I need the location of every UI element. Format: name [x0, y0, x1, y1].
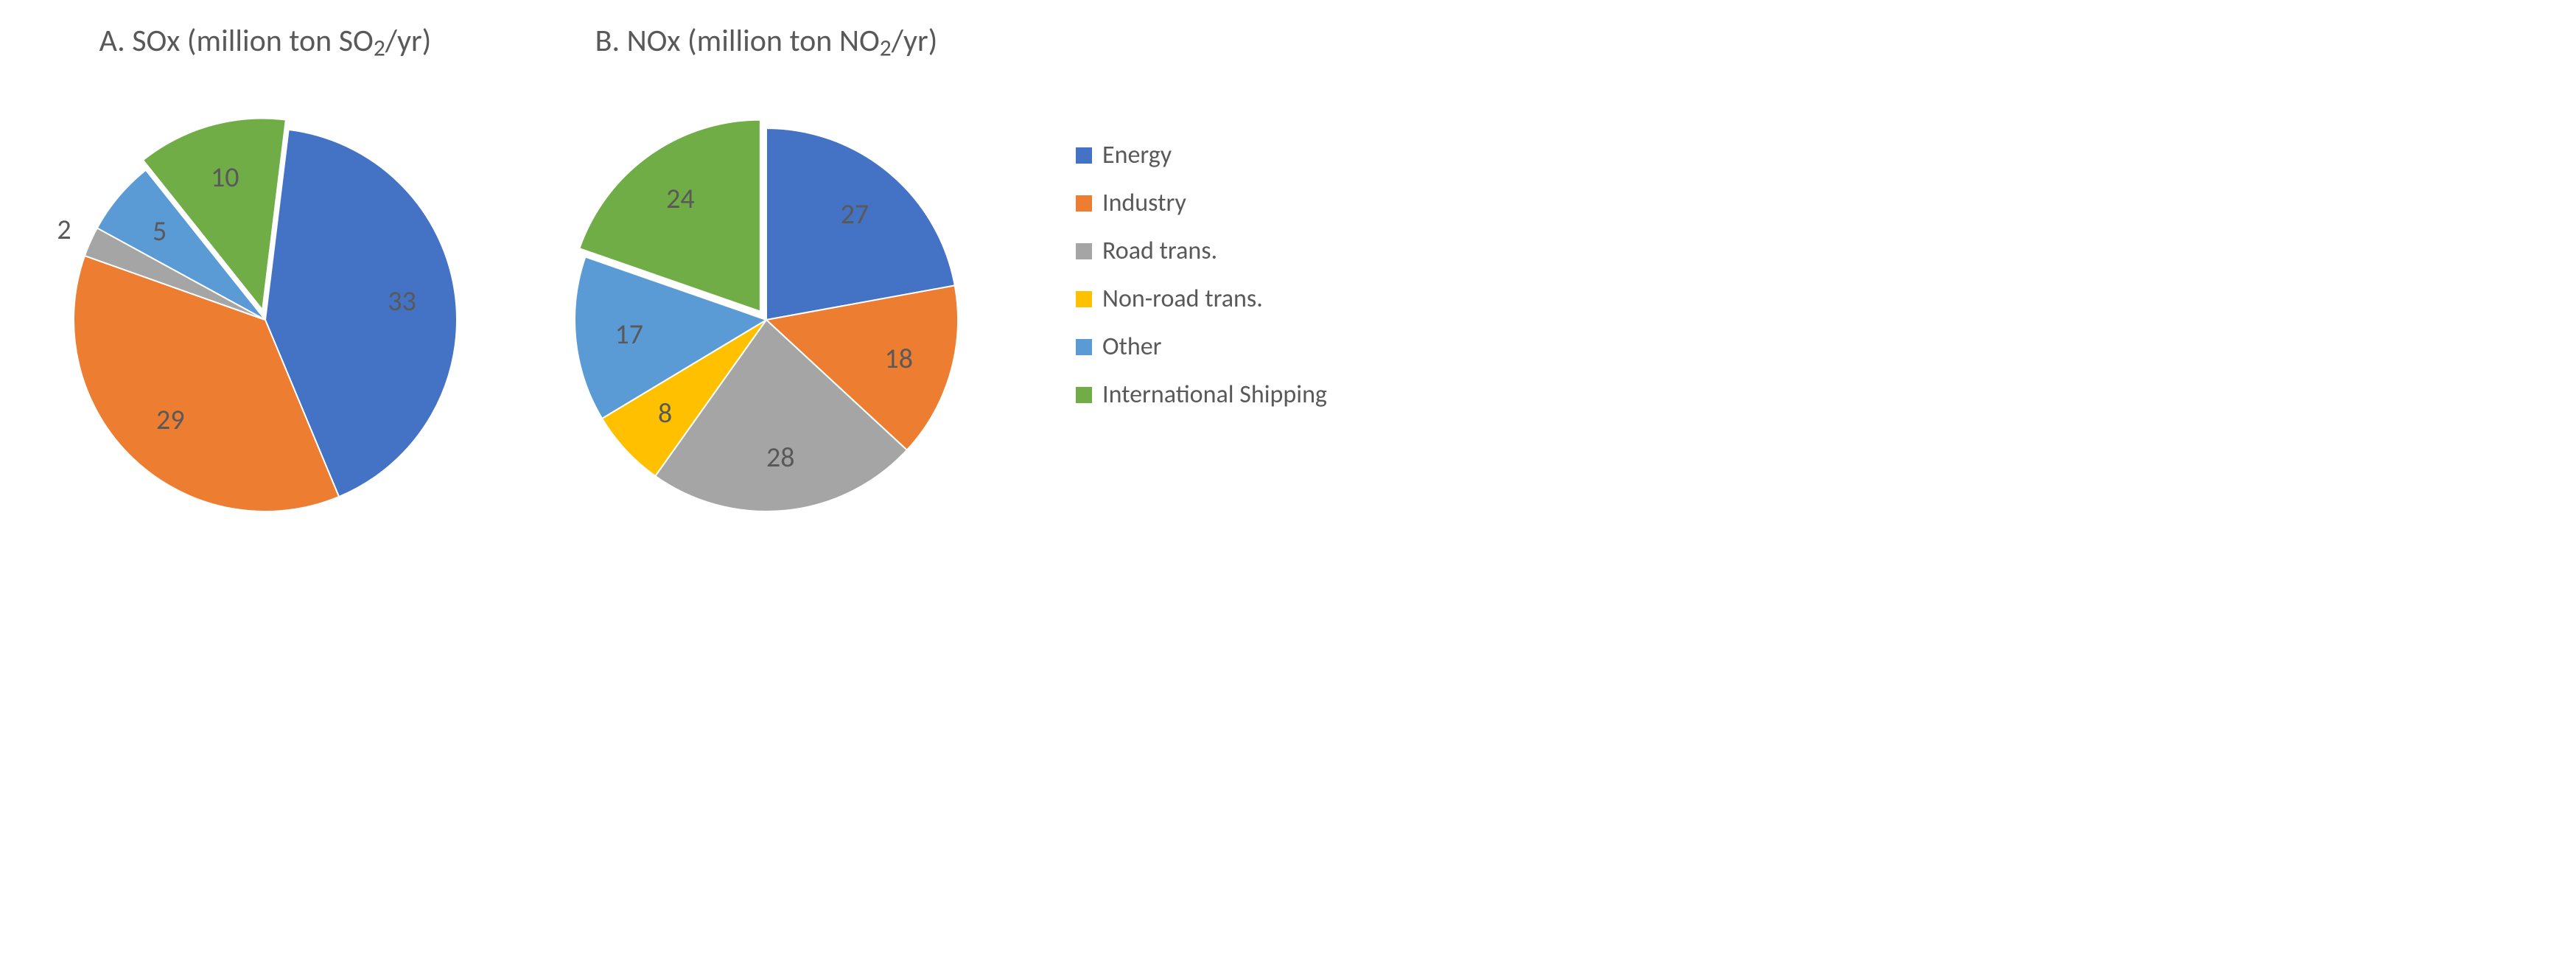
pie-label-road: 28: [766, 441, 795, 475]
legend-label-other: Other: [1102, 332, 1162, 362]
legend-item-energy: Energy: [1076, 140, 1327, 170]
chart-b-pie: 27 18 28 8 17 24: [531, 84, 1002, 556]
legend-item-shipping: International Shipping: [1076, 380, 1327, 410]
chart-b-title-suffix: /yr): [892, 22, 938, 60]
legend-swatch-energy: [1076, 147, 1092, 164]
pie-label-energy: 33: [388, 284, 416, 318]
chart-a-title-sub: 2: [374, 34, 385, 62]
chart-a-block: A. SOx (million ton SO2/yr) 33292510: [29, 22, 501, 556]
legend-swatch-other: [1076, 339, 1092, 355]
chart-b-title-sub: 2: [880, 34, 892, 62]
chart-b-title-prefix: B. NOx (million ton NO: [595, 22, 880, 60]
pie-label-industry: 29: [156, 403, 185, 437]
legend-label-energy: Energy: [1102, 140, 1172, 170]
pie-svg: [29, 84, 501, 556]
legend-item-road: Road trans.: [1076, 236, 1327, 266]
legend-item-nonroad: Non-road trans.: [1076, 284, 1327, 314]
legend-swatch-road: [1076, 243, 1092, 259]
legend: Energy Industry Road trans. Non-road tra…: [1076, 140, 1327, 410]
legend-label-industry: Industry: [1102, 188, 1186, 218]
legend-item-industry: Industry: [1076, 188, 1327, 218]
chart-a-pie: 33292510: [29, 84, 501, 556]
pie-svg: [531, 84, 1002, 556]
pie-label-energy: 27: [841, 198, 869, 231]
legend-label-nonroad: Non-road trans.: [1102, 284, 1263, 314]
pie-label-shipping: 24: [666, 182, 695, 216]
legend-swatch-nonroad: [1076, 291, 1092, 307]
legend-label-shipping: International Shipping: [1102, 380, 1327, 410]
chart-a-title: A. SOx (million ton SO2/yr): [99, 22, 432, 62]
pie-label-other: 17: [615, 318, 644, 352]
legend-swatch-shipping: [1076, 387, 1092, 403]
pie-label-road: 2: [57, 213, 71, 247]
legend-swatch-industry: [1076, 195, 1092, 212]
pie-label-industry: 18: [884, 342, 913, 376]
chart-a-title-prefix: A. SOx (million ton SO: [99, 22, 374, 60]
chart-b-title: B. NOx (million ton NO2/yr): [595, 22, 938, 62]
legend-label-road: Road trans.: [1102, 236, 1217, 266]
figure-container: A. SOx (million ton SO2/yr) 33292510 B. …: [0, 0, 2576, 585]
pie-label-nonroad: 8: [658, 396, 672, 430]
pie-label-shipping: 10: [211, 161, 239, 195]
legend-item-other: Other: [1076, 332, 1327, 362]
chart-a-title-suffix: /yr): [385, 22, 432, 60]
chart-b-block: B. NOx (million ton NO2/yr) 27 18 28 8 17 24: [531, 22, 1002, 556]
pie-label-other: 5: [153, 214, 167, 248]
